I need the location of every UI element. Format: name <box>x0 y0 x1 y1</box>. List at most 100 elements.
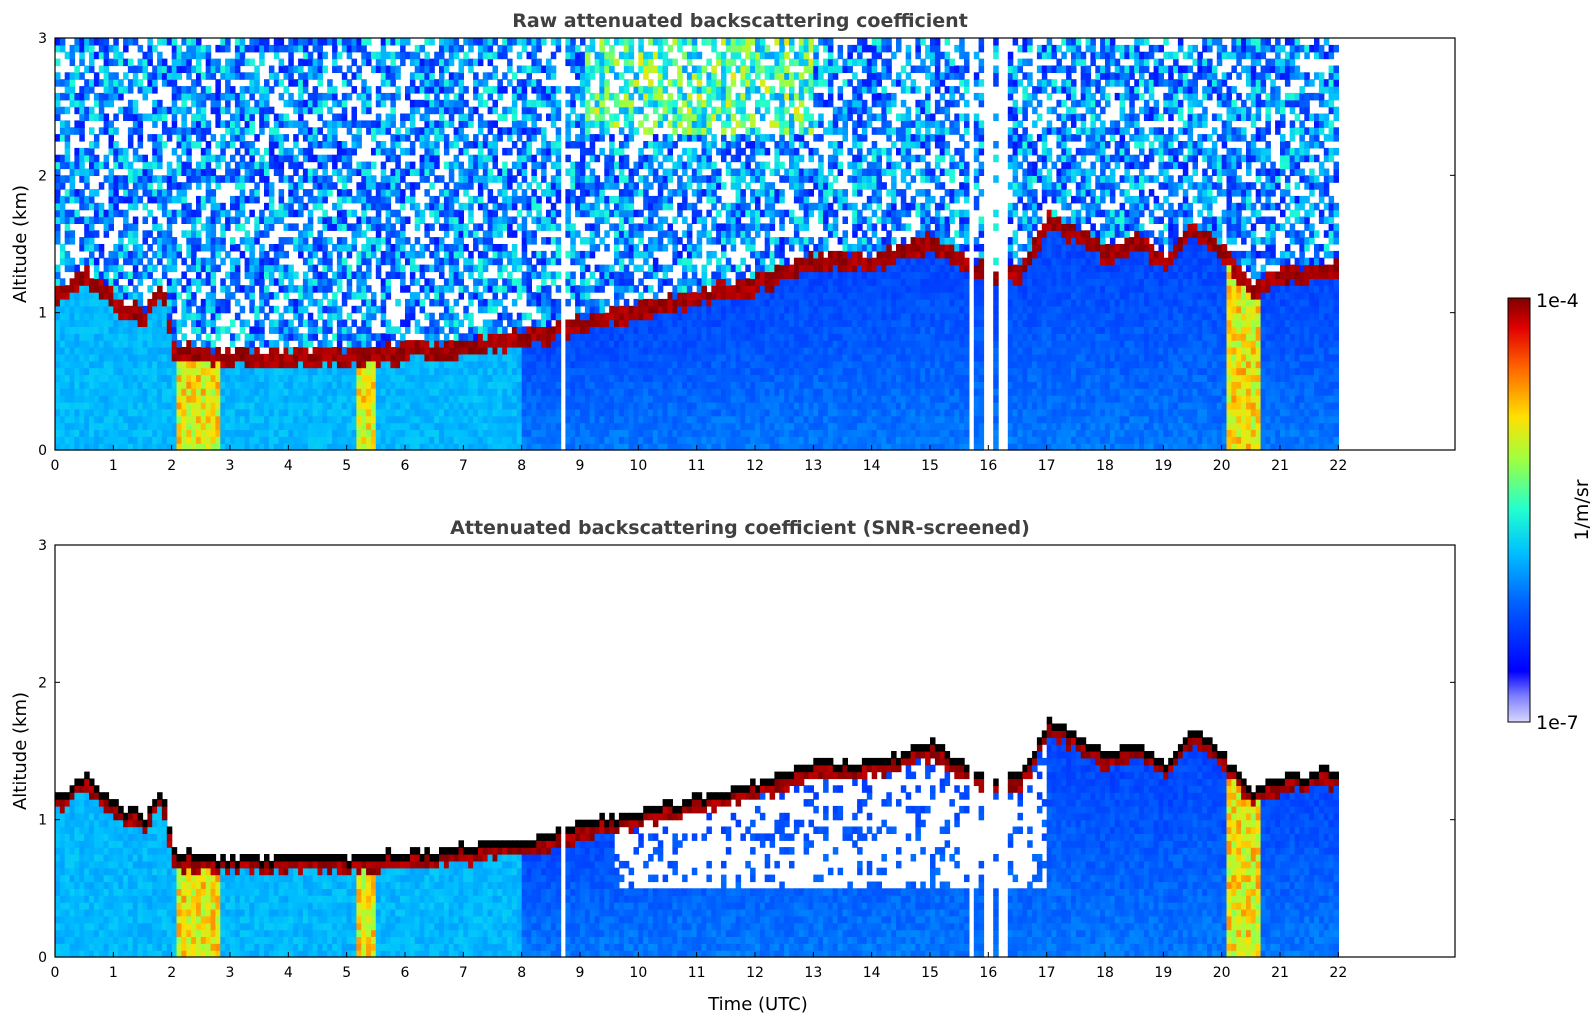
heatmap-cell <box>429 79 435 87</box>
heatmap-cell <box>103 86 110 94</box>
heatmap-cell <box>405 436 411 444</box>
heatmap-cell <box>346 147 353 156</box>
heatmap-cell <box>565 326 571 334</box>
heatmap-cell <box>536 374 542 382</box>
heatmap-cell <box>516 278 523 286</box>
heatmap-cell <box>288 44 294 53</box>
heatmap-cell <box>546 92 552 101</box>
heatmap-cell <box>336 333 343 341</box>
heatmap-cell <box>176 182 182 190</box>
heatmap-cell <box>380 347 387 355</box>
heatmap-cell <box>191 99 197 108</box>
heatmap-cell <box>127 422 134 430</box>
heatmap-cell <box>220 305 226 314</box>
heatmap-cell <box>108 72 114 80</box>
heatmap-cell <box>171 79 178 87</box>
heatmap-cell <box>439 422 445 430</box>
heatmap-cell <box>89 141 95 149</box>
heatmap-cell <box>234 429 241 437</box>
heatmap-cell <box>64 333 71 341</box>
heatmap-cell <box>575 175 581 183</box>
heatmap-cell <box>113 415 119 424</box>
heatmap-cell <box>244 408 251 417</box>
heatmap-cell <box>84 113 90 121</box>
heatmap-cell <box>502 195 508 204</box>
heatmap-cell <box>390 189 396 197</box>
heatmap-cell <box>361 250 367 259</box>
heatmap-cell <box>84 175 90 183</box>
heatmap-cell <box>594 209 601 218</box>
heatmap-cell <box>259 285 265 293</box>
heatmap-cell <box>200 113 207 121</box>
heatmap-cell <box>278 367 285 376</box>
heatmap-cell <box>181 92 187 101</box>
heatmap-cell <box>322 51 328 60</box>
heatmap-cell <box>511 333 518 341</box>
heatmap-cell <box>322 422 328 430</box>
heatmap-cell <box>400 202 406 211</box>
heatmap-cell <box>507 271 513 279</box>
heatmap-cell <box>93 292 100 300</box>
heatmap-cell <box>74 285 80 293</box>
heatmap-cell <box>443 38 450 46</box>
heatmap-cell <box>254 182 260 190</box>
heatmap-cell <box>317 388 323 396</box>
heatmap-cell <box>400 278 406 286</box>
heatmap-cell <box>361 230 367 238</box>
heatmap-cell <box>565 127 571 135</box>
heatmap-cell <box>191 429 197 437</box>
heatmap-cell <box>507 422 513 430</box>
heatmap-cell <box>448 120 455 128</box>
heatmap-cell <box>511 99 518 108</box>
heatmap-cell <box>264 168 270 176</box>
heatmap-cell <box>371 127 377 135</box>
heatmap-cell <box>176 72 182 80</box>
heatmap-cell <box>589 298 596 307</box>
heatmap-cell <box>380 237 387 245</box>
heatmap-cell <box>380 312 387 321</box>
heatmap-cell <box>434 244 440 252</box>
heatmap-cell <box>283 147 289 156</box>
heatmap-cell <box>220 175 226 183</box>
heatmap-cell <box>176 340 182 348</box>
heatmap-cell <box>541 422 547 430</box>
heatmap-cell <box>482 134 489 142</box>
heatmap-cell <box>89 353 95 362</box>
heatmap-cell <box>327 86 333 94</box>
heatmap-cell <box>132 244 139 252</box>
heatmap-cell <box>249 147 255 156</box>
heatmap-cell <box>468 408 474 417</box>
heatmap-cell <box>74 401 80 410</box>
heatmap-cell <box>161 209 168 218</box>
heatmap-cell <box>521 195 528 204</box>
heatmap-cell <box>502 292 508 300</box>
heatmap-cell <box>375 401 382 410</box>
heatmap-cell <box>137 175 144 183</box>
heatmap-cell <box>268 422 275 430</box>
heatmap-cell <box>186 367 192 376</box>
heatmap-cell <box>409 429 416 437</box>
heatmap-cell <box>492 209 498 218</box>
heatmap-cell <box>215 415 221 424</box>
heatmap-cell <box>244 147 251 156</box>
heatmap-cell <box>317 189 323 197</box>
heatmap-cell <box>200 443 207 451</box>
heatmap-cell <box>511 127 518 135</box>
heatmap-cell <box>502 285 508 293</box>
heatmap-cell <box>55 388 61 396</box>
heatmap-cell <box>366 189 372 197</box>
heatmap-cell <box>390 374 396 382</box>
heatmap-cell <box>336 202 343 211</box>
heatmap-cell <box>268 223 275 231</box>
heatmap-cell <box>507 250 513 259</box>
heatmap-cell <box>409 312 416 321</box>
heatmap-cell <box>536 429 542 437</box>
heatmap-cell <box>293 120 299 128</box>
heatmap-cell <box>492 86 498 94</box>
heatmap-cell <box>108 195 114 204</box>
heatmap-cell <box>171 209 178 218</box>
heatmap-cell <box>521 312 528 321</box>
heatmap-cell <box>123 250 129 259</box>
heatmap-cell <box>463 305 469 314</box>
heatmap-cell <box>205 92 212 101</box>
